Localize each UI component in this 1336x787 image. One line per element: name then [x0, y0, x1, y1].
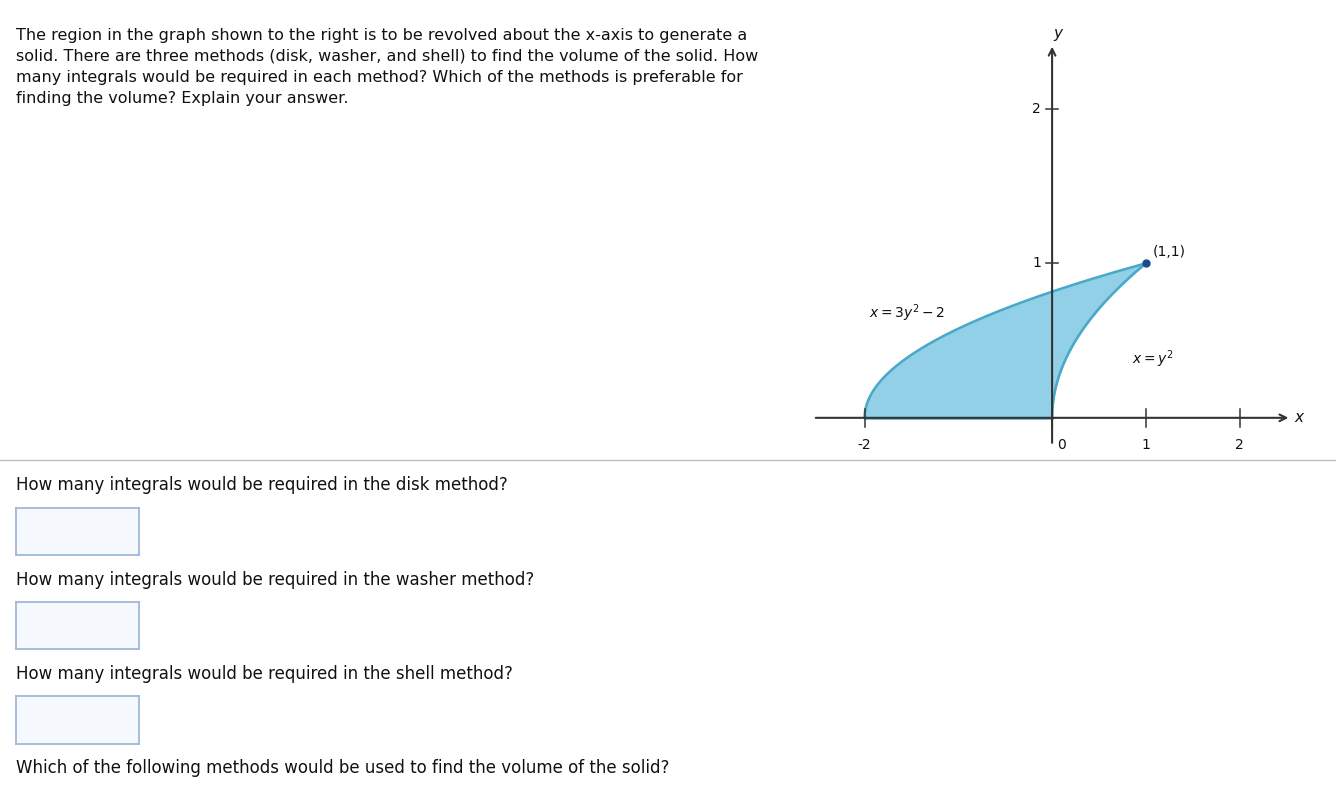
Text: $x = y^2$: $x = y^2$	[1132, 349, 1173, 370]
Text: How many integrals would be required in the disk method?: How many integrals would be required in …	[16, 476, 508, 494]
Text: How many integrals would be required in the washer method?: How many integrals would be required in …	[16, 571, 534, 589]
Text: (1,1): (1,1)	[1153, 245, 1185, 259]
Text: How many integrals would be required in the shell method?: How many integrals would be required in …	[16, 665, 513, 683]
Text: 1: 1	[1031, 257, 1041, 270]
Text: 2: 2	[1236, 438, 1244, 452]
Text: x: x	[1295, 410, 1303, 425]
Text: -2: -2	[858, 438, 871, 452]
Text: 1: 1	[1141, 438, 1150, 452]
Text: The region in the graph shown to the right is to be revolved about the x-axis to: The region in the graph shown to the rig…	[16, 28, 759, 105]
Text: y: y	[1053, 26, 1062, 41]
Text: 0: 0	[1057, 438, 1066, 452]
Text: 2: 2	[1033, 102, 1041, 116]
Text: $x = 3y^2 - 2$: $x = 3y^2 - 2$	[868, 302, 945, 323]
Text: Which of the following methods would be used to find the volume of the solid?: Which of the following methods would be …	[16, 759, 669, 778]
